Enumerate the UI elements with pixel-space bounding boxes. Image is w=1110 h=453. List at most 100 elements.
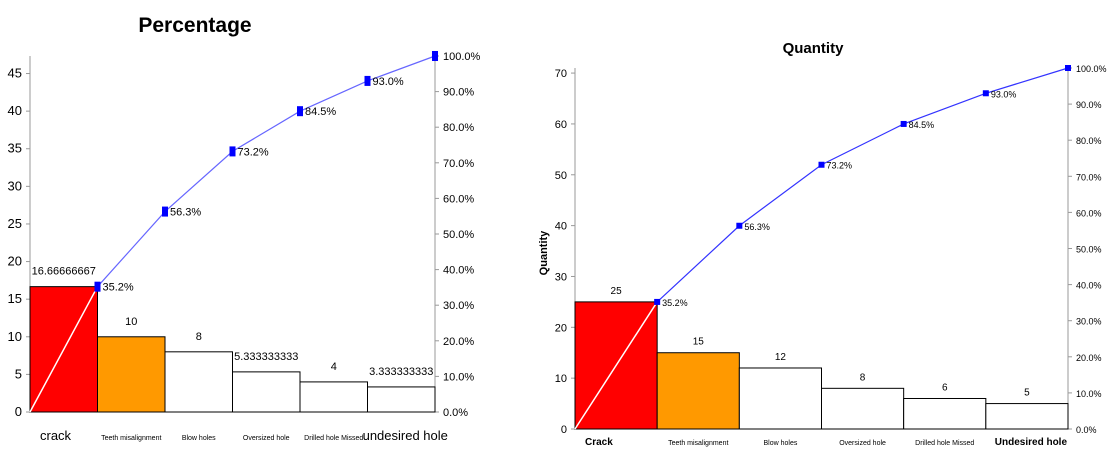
y2-tick-label: 50.0% [443, 229, 474, 241]
cumulative-marker [364, 75, 371, 86]
y2-tick-label: 100.0% [1076, 64, 1107, 74]
y2-tick-label: 50.0% [1076, 245, 1102, 255]
x-category-label: Oversized hole [839, 440, 886, 447]
y-tick-label: 10 [8, 329, 22, 344]
cumulative-marker [297, 106, 303, 117]
y-tick-label: 40 [8, 103, 22, 118]
cumulative-marker [982, 90, 989, 97]
chart-percentage: Percentage 0510152025303540450.0%10.0%20… [8, 14, 481, 443]
x-category-label: undesired hole [363, 428, 448, 443]
bar-value-label: 8 [196, 331, 202, 343]
y-tick-label: 70 [555, 68, 567, 80]
cumulative-label: 35.2% [103, 282, 134, 294]
y2-tick-label: 60.0% [1076, 208, 1102, 218]
bar [232, 371, 301, 413]
cumulative-label: 56.3% [744, 222, 770, 232]
cumulative-label: 93.0% [991, 89, 1017, 99]
cumulative-marker [1065, 65, 1071, 71]
y-tick-label: 35 [8, 141, 22, 156]
x-category-label: Undesired hole [995, 437, 1068, 448]
bar [903, 397, 987, 430]
bar [97, 336, 166, 413]
bar-value-label: 4 [331, 361, 337, 373]
bar-value-label: 15 [693, 337, 705, 348]
y-tick-label: 0 [15, 404, 22, 419]
y-tick-label: 50 [555, 170, 567, 182]
x-category-label: Blow holes [182, 435, 216, 442]
y-tick-label: 30 [8, 178, 22, 193]
y2-tick-label: 80.0% [443, 122, 474, 134]
y-tick-label: 60 [555, 119, 567, 131]
bar-value-label: 3.333333333 [369, 366, 433, 378]
y-tick-label: 45 [8, 66, 22, 81]
y-tick-label: 10 [555, 373, 567, 385]
chart-quantity: Quantity Quantity 0 10 20 30 40 50 60 70 0.0% 10.… [538, 40, 1107, 448]
x-category-label: Drilled hole Missed [915, 440, 974, 447]
bar-value-label: 10 [125, 316, 137, 328]
bar [821, 387, 905, 430]
bar [299, 381, 368, 413]
cumulative-line-start [574, 301, 658, 430]
y-tick-label: 40 [555, 221, 567, 233]
y2-tick-label: 70.0% [443, 158, 474, 170]
y2-tick-label: 100.0% [443, 51, 481, 63]
y-tick-label: 0 [561, 424, 567, 436]
y2-tick-label: 60.0% [443, 193, 474, 205]
cumulative-marker [432, 51, 438, 61]
y2-tick-label: 20.0% [1076, 353, 1102, 363]
y-tick-label: 30 [555, 271, 567, 283]
cumulative-marker [900, 120, 907, 127]
chart-title: Percentage [138, 14, 251, 37]
cumulative-label: 84.5% [305, 106, 336, 118]
x-category-label: Teeth misalignment [101, 435, 161, 442]
x-category-label: Blow holes [763, 440, 797, 447]
cumulative-label: 35.2% [662, 298, 688, 308]
bar-value-label: 6 [942, 382, 948, 393]
y2-tick-label: 40.0% [443, 265, 474, 277]
y2-tick-label: 30.0% [1076, 317, 1102, 327]
cumulative-marker [736, 222, 743, 229]
y-tick-label: 25 [8, 216, 22, 231]
cumulative-marker [94, 281, 101, 292]
y-tick-label: 20 [555, 322, 567, 334]
y2-tick-label: 90.0% [1076, 100, 1102, 110]
bar-value-label: 25 [611, 286, 623, 297]
y2-tick-label: 40.0% [1076, 281, 1102, 291]
bar [367, 386, 436, 413]
x-category-label: Drilled hole Missed [304, 435, 363, 442]
x-category-label: Crack [585, 437, 613, 448]
cumulative-marker [162, 206, 168, 217]
y-tick-label: 20 [8, 254, 22, 269]
cumulative-marker [654, 298, 661, 305]
y2-tick-label: 90.0% [443, 87, 474, 99]
bar [656, 352, 740, 430]
x-category-label: Teeth misalignment [668, 440, 728, 447]
bar [738, 367, 822, 430]
cumulative-label: 73.2% [238, 146, 269, 158]
y2-tick-label: 30.0% [443, 300, 474, 312]
y-tick-label: 5 [15, 366, 22, 381]
bar-value-label: 5.333333333 [234, 351, 298, 363]
bar-value-label: 12 [775, 352, 787, 363]
cumulative-line [656, 67, 1069, 303]
cumulative-marker [229, 146, 236, 157]
y2-tick-label: 0.0% [1076, 425, 1097, 435]
cumulative-label: 84.5% [909, 120, 935, 130]
cumulative-line-start [29, 286, 99, 413]
bar [164, 351, 233, 413]
cumulative-label: 93.0% [373, 76, 404, 88]
x-category-label: Oversized hole [243, 435, 290, 442]
chart-title: Quantity [783, 40, 844, 57]
y2-tick-label: 10.0% [443, 371, 474, 383]
y2-tick-label: 70.0% [1076, 172, 1102, 182]
y-tick-label: 15 [8, 291, 22, 306]
x-category-label: crack [40, 428, 72, 443]
y2-tick-label: 10.0% [1076, 389, 1102, 399]
y2-tick-label: 20.0% [443, 336, 474, 348]
y-axis-label: Quantity [538, 230, 550, 275]
y2-tick-label: 0.0% [443, 407, 468, 419]
bar-value-label: 16.66666667 [32, 266, 96, 278]
bar-value-label: 8 [860, 372, 866, 383]
cumulative-label: 73.2% [827, 161, 853, 171]
